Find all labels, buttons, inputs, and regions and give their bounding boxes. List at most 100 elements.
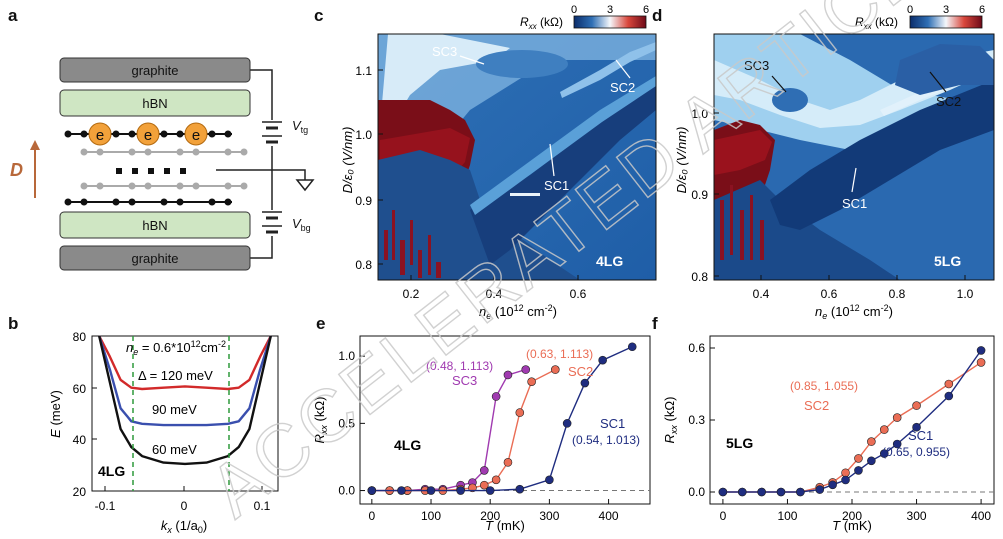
annotation-sc1: SC1 — [600, 416, 625, 431]
colorbar-tick: 0 — [571, 4, 577, 16]
sample-label: 5LG — [934, 253, 961, 269]
x-tick-label: 0.8 — [889, 287, 906, 301]
sample-label: 4LG — [394, 437, 421, 453]
data-point-sc1 — [426, 486, 436, 495]
y-tick-label: 1.0 — [691, 107, 708, 121]
data-point-sc1 — [456, 486, 465, 495]
x-axis-label: kx (1/a0) — [161, 518, 207, 535]
layer-label: graphite — [132, 63, 179, 78]
panel-letter-a: a — [8, 6, 18, 25]
data-point-sc1 — [515, 484, 525, 494]
data-point-sc2 — [867, 437, 876, 446]
annotation-sc2: SC2 — [568, 364, 593, 379]
data-point-sc1 — [485, 486, 495, 495]
data-point-sc2 — [551, 365, 560, 374]
atom-chain-bottom-black — [64, 198, 232, 206]
x-tick-label: 0.6 — [821, 287, 838, 301]
atom-chain-top-gray — [80, 148, 248, 156]
y-tick-label: 20 — [73, 485, 87, 499]
sample-label: 4LG — [98, 463, 125, 479]
data-point-sc1 — [757, 487, 766, 497]
annotation-sc1: SC1 — [908, 428, 933, 443]
data-point-sc2 — [491, 475, 501, 485]
layer-label: hBN — [142, 96, 167, 111]
annotation-sc1-coord: (0.54, 1.013) — [572, 433, 640, 447]
data-point-sc1 — [892, 439, 902, 449]
y-axis-label: D/ε₀ (V/nm) — [340, 127, 355, 194]
electron-label: e — [96, 127, 104, 144]
battery-top-icon — [262, 121, 282, 144]
data-point-sc2 — [841, 468, 850, 478]
y-tick-label: 0.0 — [688, 485, 705, 499]
data-point-sc1 — [879, 449, 889, 458]
x-tick-label: 400 — [599, 509, 619, 523]
data-point-sc2 — [527, 377, 536, 386]
field-arrow-icon — [30, 140, 40, 198]
electron-label: e — [144, 127, 152, 144]
band-curves — [98, 335, 272, 466]
field-label: D — [10, 160, 23, 180]
y-tick-label: 0.9 — [355, 194, 372, 208]
annotation-sc1: SC1 — [544, 178, 569, 193]
series-line-sc1 — [722, 349, 982, 493]
x-tick-label: 200 — [842, 509, 862, 523]
ground-icon — [295, 179, 315, 192]
colorbar-tick: 3 — [607, 4, 613, 16]
y-axis-label: E (meV) — [48, 390, 63, 438]
layer-label: hBN — [142, 218, 167, 233]
sample-label: 5LG — [726, 435, 753, 451]
data-point-sc3 — [503, 370, 513, 380]
layer-graphite-bottom — [59, 245, 251, 271]
gate-top-label: Vtg — [292, 118, 308, 135]
x-tick-label: 1.0 — [957, 287, 974, 301]
annotation-sc3: SC3 — [744, 58, 769, 73]
colorbar-tick: 6 — [979, 4, 985, 16]
data-point-sc2 — [503, 458, 513, 467]
x-tick-label: 400 — [971, 509, 991, 523]
data-point-sc1 — [397, 486, 406, 495]
annotation-sc3: SC3 — [452, 373, 477, 388]
panel-letter-b: b — [8, 314, 19, 333]
colorbar-tick: 3 — [943, 4, 949, 16]
data-point-sc3 — [521, 365, 531, 374]
y-axis-label: Rxx (kΩ) — [662, 397, 679, 444]
data-point-sc1 — [627, 342, 637, 352]
data-point-sc1 — [912, 422, 921, 432]
heatmap-4lg: 0 3 6 Rxx (kΩ) 0.8 0.9 1.0 1.1 0.2 0.4 0… — [340, 4, 657, 320]
data-point-sc1 — [828, 480, 837, 490]
y-tick-label: 0.8 — [691, 270, 708, 284]
data-point-sc1 — [598, 355, 607, 365]
data-point-sc1 — [867, 456, 876, 466]
density-annotation: ne = 0.6*1012cm-2 — [126, 339, 226, 357]
x-axis-label: ne (1012 cm-2) — [815, 303, 893, 320]
annotation-sc3: SC3 — [432, 44, 457, 59]
electron-label: e — [192, 127, 200, 144]
x-tick-label: 300 — [907, 509, 927, 523]
series-line-sc3 — [371, 368, 526, 492]
x-axis-label: T (mK) — [485, 518, 525, 533]
y-tick-label: 1.0 — [338, 349, 355, 363]
data-point-sc1 — [776, 487, 786, 497]
gate-bottom-label: Vbg — [292, 216, 311, 233]
x-axis-label: T (mK) — [832, 518, 872, 533]
layer-hbn-bottom — [59, 211, 251, 239]
series-group — [367, 342, 637, 495]
gap-label: 90 meV — [152, 402, 197, 417]
x-tick-label: 300 — [539, 509, 559, 523]
panel-letter-f: f — [652, 314, 658, 333]
data-point-sc1 — [841, 475, 850, 485]
colorbar-label: Rxx (kΩ) — [520, 15, 563, 31]
data-point-sc2 — [912, 401, 921, 410]
y-tick-label: 60 — [73, 382, 87, 396]
y-tick-label: 0.9 — [691, 188, 708, 202]
colorbar-tick: 0 — [907, 4, 913, 16]
y-tick-label: 0.6 — [688, 341, 705, 355]
annotation-sc2: SC2 — [610, 80, 635, 95]
electron-icon — [88, 122, 208, 146]
band-curve-0 — [98, 335, 272, 391]
annotation-sc2-coord: (0.63, 1.113) — [526, 347, 593, 361]
x-tick-label: 200 — [480, 509, 500, 523]
layer-hbn-top — [59, 89, 251, 117]
x-tick-label: 0 — [181, 499, 188, 513]
x-tick-label: 0.4 — [486, 287, 503, 301]
